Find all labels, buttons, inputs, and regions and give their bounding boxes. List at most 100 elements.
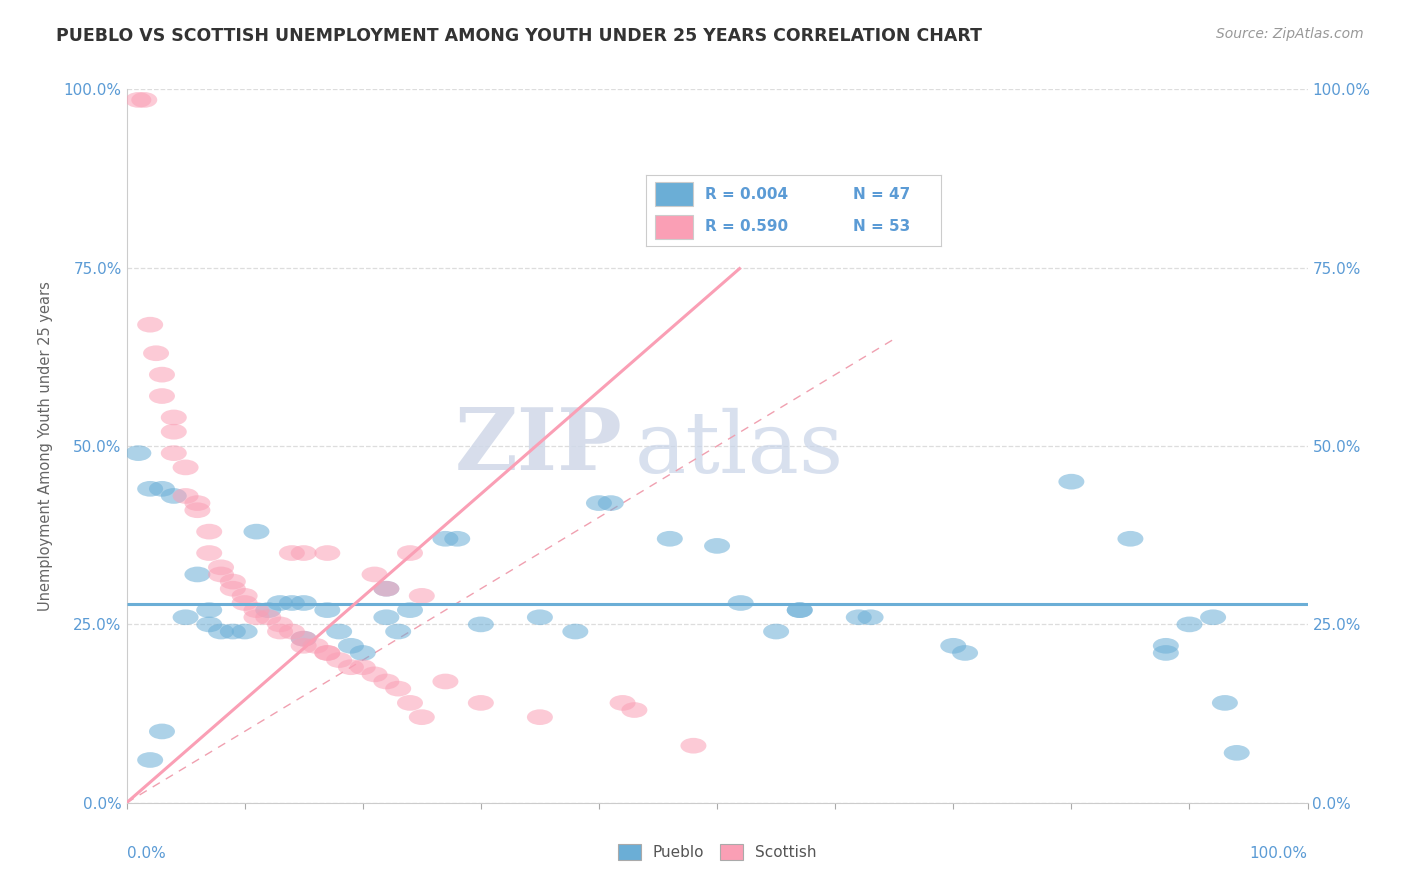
Ellipse shape: [610, 695, 636, 711]
Ellipse shape: [374, 609, 399, 625]
Text: R = 0.004: R = 0.004: [706, 186, 789, 202]
Ellipse shape: [527, 609, 553, 625]
Text: N = 47: N = 47: [853, 186, 910, 202]
Ellipse shape: [256, 602, 281, 618]
Ellipse shape: [1118, 531, 1143, 547]
Ellipse shape: [374, 581, 399, 597]
Ellipse shape: [149, 388, 174, 404]
Ellipse shape: [243, 609, 270, 625]
Text: ZIP: ZIP: [454, 404, 623, 488]
Ellipse shape: [1212, 695, 1237, 711]
Ellipse shape: [337, 659, 364, 675]
Ellipse shape: [267, 624, 292, 640]
Text: PUEBLO VS SCOTTISH UNEMPLOYMENT AMONG YOUTH UNDER 25 YEARS CORRELATION CHART: PUEBLO VS SCOTTISH UNEMPLOYMENT AMONG YO…: [56, 27, 983, 45]
Ellipse shape: [160, 424, 187, 440]
Ellipse shape: [291, 638, 316, 654]
Ellipse shape: [361, 666, 388, 682]
Ellipse shape: [197, 545, 222, 561]
Ellipse shape: [858, 609, 883, 625]
Ellipse shape: [562, 624, 588, 640]
Ellipse shape: [138, 317, 163, 333]
Ellipse shape: [291, 545, 316, 561]
Ellipse shape: [160, 409, 187, 425]
Ellipse shape: [527, 709, 553, 725]
Ellipse shape: [621, 702, 647, 718]
Ellipse shape: [657, 531, 683, 547]
Ellipse shape: [197, 524, 222, 540]
Ellipse shape: [315, 602, 340, 618]
Ellipse shape: [267, 616, 292, 632]
Ellipse shape: [952, 645, 979, 661]
Ellipse shape: [232, 595, 257, 611]
Ellipse shape: [468, 695, 494, 711]
Ellipse shape: [219, 581, 246, 597]
Ellipse shape: [125, 445, 152, 461]
Y-axis label: Unemployment Among Youth under 25 years: Unemployment Among Youth under 25 years: [38, 281, 52, 611]
Ellipse shape: [941, 638, 966, 654]
Ellipse shape: [138, 752, 163, 768]
Ellipse shape: [208, 624, 233, 640]
Ellipse shape: [385, 624, 411, 640]
Ellipse shape: [243, 524, 270, 540]
Ellipse shape: [291, 631, 316, 647]
Text: atlas: atlas: [634, 408, 844, 491]
Ellipse shape: [208, 566, 233, 582]
Text: N = 53: N = 53: [853, 219, 910, 235]
Ellipse shape: [219, 624, 246, 640]
Ellipse shape: [468, 616, 494, 632]
Ellipse shape: [278, 624, 305, 640]
Ellipse shape: [232, 624, 257, 640]
FancyBboxPatch shape: [655, 182, 693, 206]
Ellipse shape: [704, 538, 730, 554]
Ellipse shape: [433, 531, 458, 547]
Ellipse shape: [219, 574, 246, 590]
Ellipse shape: [243, 602, 270, 618]
Text: 100.0%: 100.0%: [1250, 846, 1308, 861]
Ellipse shape: [681, 738, 706, 754]
Ellipse shape: [315, 645, 340, 661]
Ellipse shape: [197, 602, 222, 618]
FancyBboxPatch shape: [655, 215, 693, 239]
Ellipse shape: [267, 595, 292, 611]
Text: Source: ZipAtlas.com: Source: ZipAtlas.com: [1216, 27, 1364, 41]
Ellipse shape: [138, 481, 163, 497]
Ellipse shape: [184, 495, 211, 511]
Ellipse shape: [232, 588, 257, 604]
Ellipse shape: [302, 638, 329, 654]
Ellipse shape: [586, 495, 612, 511]
Ellipse shape: [149, 481, 174, 497]
Ellipse shape: [160, 445, 187, 461]
Ellipse shape: [173, 459, 198, 475]
Text: R = 0.590: R = 0.590: [706, 219, 789, 235]
Ellipse shape: [846, 609, 872, 625]
Ellipse shape: [208, 559, 233, 575]
Ellipse shape: [291, 595, 316, 611]
Ellipse shape: [1153, 645, 1178, 661]
Text: 0.0%: 0.0%: [127, 846, 166, 861]
Legend: Pueblo, Scottish: Pueblo, Scottish: [612, 838, 823, 866]
Ellipse shape: [125, 92, 152, 108]
Ellipse shape: [787, 602, 813, 618]
Ellipse shape: [1059, 474, 1084, 490]
Ellipse shape: [350, 659, 375, 675]
Ellipse shape: [326, 624, 352, 640]
Ellipse shape: [396, 545, 423, 561]
Ellipse shape: [396, 602, 423, 618]
Ellipse shape: [763, 624, 789, 640]
Ellipse shape: [409, 709, 434, 725]
Ellipse shape: [350, 645, 375, 661]
Ellipse shape: [256, 609, 281, 625]
Ellipse shape: [173, 609, 198, 625]
Ellipse shape: [131, 92, 157, 108]
Ellipse shape: [433, 673, 458, 690]
Ellipse shape: [149, 367, 174, 383]
Ellipse shape: [1177, 616, 1202, 632]
Ellipse shape: [396, 695, 423, 711]
Ellipse shape: [278, 545, 305, 561]
Ellipse shape: [173, 488, 198, 504]
Ellipse shape: [160, 488, 187, 504]
Ellipse shape: [278, 595, 305, 611]
Ellipse shape: [598, 495, 624, 511]
Ellipse shape: [143, 345, 169, 361]
Ellipse shape: [374, 581, 399, 597]
